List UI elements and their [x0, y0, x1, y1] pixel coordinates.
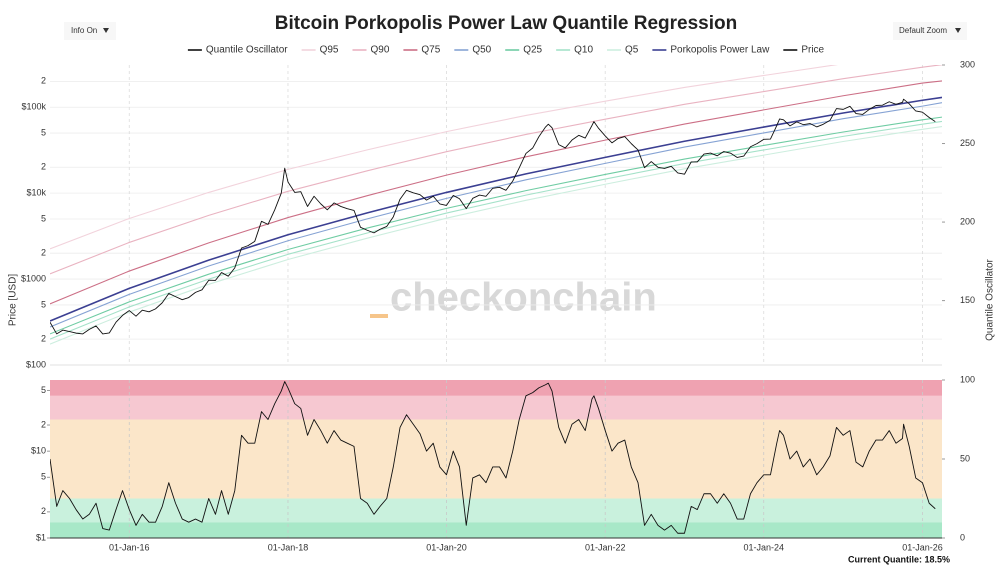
- legend: Quantile Oscillator Q95 Q90 Q75 Q50 Q25 Q10 Q5 P…: [187, 45, 825, 56]
- quantile-line: [50, 125, 942, 345]
- quantile-band: [50, 522, 942, 538]
- quantile-line: [50, 120, 942, 340]
- quantile-line: [50, 96, 942, 322]
- dropdown-label[interactable]: Info On: [71, 26, 97, 35]
- legend-label: Q95: [320, 45, 339, 56]
- osc-y2-tick-label: 100: [960, 374, 975, 384]
- osc-y-tick-label: 2: [41, 506, 46, 516]
- info-dropdown[interactable]: Info On: [64, 22, 116, 40]
- quantile-band: [50, 419, 942, 499]
- osc-y-tick-label: 5: [41, 472, 46, 482]
- osc-y2-tick-label: 0: [960, 532, 965, 542]
- dropdown-arrow[interactable]: [103, 28, 109, 33]
- legend-label: Price: [801, 45, 824, 56]
- zoom-dropdown[interactable]: Default Zoom: [893, 22, 967, 40]
- price-line: [50, 98, 936, 335]
- osc-y-tick-label: $10: [31, 446, 46, 456]
- quantile-line: [50, 116, 942, 335]
- dropdown-label[interactable]: Default Zoom: [899, 26, 947, 35]
- x-tick-label: 01-Jan-16: [109, 542, 150, 552]
- x-tick-label: 01-Jan-18: [268, 542, 309, 552]
- y-tick-label: 2: [41, 248, 46, 258]
- quantile-line: [50, 65, 942, 275]
- y-tick-label: $100k: [21, 102, 46, 112]
- y2-tick-label: 200: [960, 216, 975, 226]
- y-tick-label: $100: [26, 359, 46, 369]
- legend-label: Q90: [371, 45, 390, 56]
- osc-y-tick-label: 2: [41, 419, 46, 429]
- osc-y-tick-label: 5: [41, 385, 46, 395]
- watermark: checkonchain: [390, 276, 657, 320]
- y-axis-label: Price [USD]: [8, 274, 19, 326]
- quantile-band: [50, 395, 942, 420]
- y-tick-label: 2: [41, 76, 46, 86]
- y-tick-label: 2: [41, 334, 46, 344]
- legend-label: Q25: [523, 45, 542, 56]
- quantile-line: [50, 102, 942, 328]
- y-tick-label: $10k: [26, 188, 46, 198]
- y-tick-label: 2: [41, 162, 46, 172]
- oscillator-panel: [50, 381, 936, 534]
- x-tick-label: 01-Jan-24: [743, 542, 784, 552]
- dropdown-box[interactable]: [893, 22, 967, 40]
- quantile-line: [50, 65, 839, 250]
- watermark-mark: [370, 314, 388, 318]
- osc-y-tick-label: $1: [36, 532, 46, 542]
- y-tick-label: $1000: [21, 273, 46, 283]
- y-tick-label: 5: [41, 299, 46, 309]
- x-tick-label: 01-Jan-20: [426, 542, 467, 552]
- quantile-line: [50, 80, 942, 305]
- dropdown-arrow[interactable]: [955, 28, 961, 33]
- x-tick-label: 01-Jan-26: [902, 542, 943, 552]
- quantile-band: [50, 380, 942, 396]
- y2-tick-label: 150: [960, 295, 975, 305]
- oscillator-line: [50, 381, 936, 534]
- legend-label: Q75: [421, 45, 440, 56]
- legend-label: Q10: [574, 45, 593, 56]
- y2-tick-label: 250: [960, 138, 975, 148]
- osc-y2-tick-label: 50: [960, 453, 970, 463]
- y2-tick-label: 300: [960, 59, 975, 69]
- legend-label: Porkopolis Power Law: [670, 45, 770, 56]
- legend-label: Q50: [472, 45, 491, 56]
- chart-title: Bitcoin Porkopolis Power Law Quantile Re…: [275, 13, 737, 34]
- y2-axis-label: Quantile Oscillator: [985, 258, 996, 340]
- current-quantile: Current Quantile: 18.5%: [848, 554, 950, 564]
- legend-label: Q5: [625, 45, 639, 56]
- quantile-band: [50, 498, 942, 523]
- y-tick-label: 5: [41, 127, 46, 137]
- price-panel: [50, 65, 942, 345]
- legend-label: Quantile Oscillator: [206, 45, 288, 56]
- dropdown-box[interactable]: [64, 22, 116, 40]
- y-tick-label: 5: [41, 213, 46, 223]
- x-tick-label: 01-Jan-22: [585, 542, 626, 552]
